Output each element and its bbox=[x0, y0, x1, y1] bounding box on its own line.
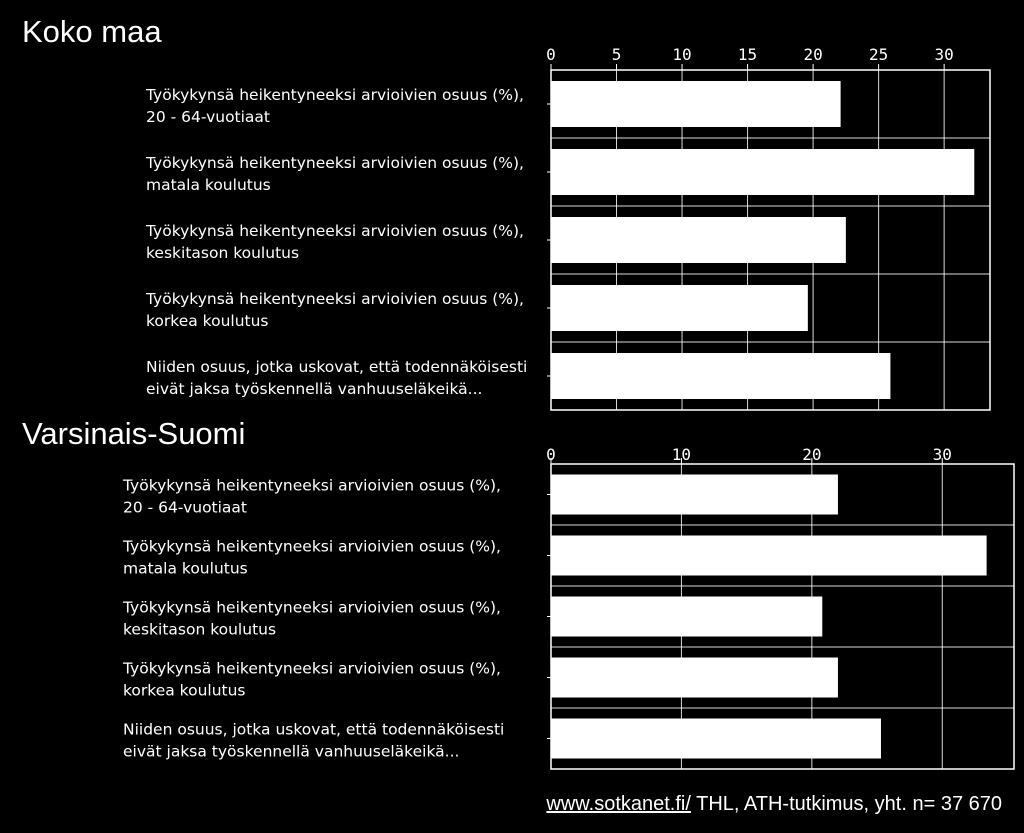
charts-canvas: 0 5 10 15 20 25 30 Työkykynsä heikentyneeksi ar… bbox=[122, 45, 1015, 770]
bar bbox=[551, 718, 881, 759]
category-label-line: keskitason koulutus bbox=[123, 621, 276, 639]
category-label: Työkykynsä heikentyneeksi arvioivien osu… bbox=[122, 660, 501, 700]
bar bbox=[551, 474, 838, 515]
bar bbox=[551, 285, 808, 331]
category-label-line: Niiden osuus, jotka uskovat, että todenn… bbox=[146, 358, 527, 376]
x-tick-label: 20 bbox=[802, 445, 821, 464]
bar bbox=[551, 353, 891, 399]
category-label-line: Työkykynsä heikentyneeksi arvioivien osu… bbox=[122, 660, 501, 678]
category-label: Niiden osuus, jotka uskovat, että todenn… bbox=[146, 358, 527, 398]
category-label-line: korkea koulutus bbox=[146, 312, 269, 330]
category-label-line: korkea koulutus bbox=[123, 682, 246, 700]
bar bbox=[551, 596, 823, 637]
category-label-line: Niiden osuus, jotka uskovat, että todenn… bbox=[123, 721, 504, 739]
category-label: Työkykynsä heikentyneeksi arvioivien osu… bbox=[122, 599, 501, 639]
category-label: Työkykynsä heikentyneeksi arvioivien osu… bbox=[122, 538, 501, 578]
category-label-line: Työkykynsä heikentyneeksi arvioivien osu… bbox=[145, 154, 524, 172]
category-label-line: Työkykynsä heikentyneeksi arvioivien osu… bbox=[122, 538, 501, 556]
category-label-line: Työkykynsä heikentyneeksi arvioivien osu… bbox=[145, 222, 524, 240]
category-label-line: Työkykynsä heikentyneeksi arvioivien osu… bbox=[122, 477, 501, 495]
bar bbox=[551, 535, 987, 576]
x-tick-label: 0 bbox=[546, 445, 556, 464]
x-tick-label: 30 bbox=[933, 445, 952, 464]
source-footer: www.sotkanet.fi/ THL, ATH-tutkimus, yht.… bbox=[546, 793, 1002, 816]
x-tick-label: 0 bbox=[546, 45, 556, 64]
category-label: Niiden osuus, jotka uskovat, että todenn… bbox=[123, 721, 504, 761]
chart-title-varsinais-suomi: Varsinais-Suomi bbox=[22, 416, 246, 451]
category-label-line: Työkykynsä heikentyneeksi arvioivien osu… bbox=[122, 599, 501, 617]
bar bbox=[551, 217, 846, 263]
sotkanet-link[interactable]: www.sotkanet.fi/ bbox=[546, 793, 691, 815]
category-label-line: Työkykynsä heikentyneeksi arvioivien osu… bbox=[145, 290, 524, 308]
x-tick-label: 25 bbox=[869, 45, 888, 64]
x-tick-label: 20 bbox=[803, 45, 822, 64]
x-tick-label: 10 bbox=[672, 45, 691, 64]
x-tick-label: 30 bbox=[935, 45, 954, 64]
category-label: Työkykynsä heikentyneeksi arvioivien osu… bbox=[145, 86, 524, 126]
x-tick-label: 5 bbox=[612, 45, 622, 64]
chart-title-koko-maa: Koko maa bbox=[22, 14, 162, 49]
category-label-line: 20 - 64-vuotiaat bbox=[123, 499, 247, 517]
category-label: Työkykynsä heikentyneeksi arvioivien osu… bbox=[145, 154, 524, 194]
bar bbox=[551, 81, 841, 127]
category-label: Työkykynsä heikentyneeksi arvioivien osu… bbox=[145, 290, 524, 330]
x-tick-label: 10 bbox=[672, 445, 691, 464]
x-tick-label: 15 bbox=[738, 45, 757, 64]
category-label-line: eivät jaksa työskennellä vanhuuseläkeikä… bbox=[146, 380, 482, 398]
category-label-line: eivät jaksa työskennellä vanhuuseläkeikä… bbox=[123, 743, 459, 761]
category-label: Työkykynsä heikentyneeksi arvioivien osu… bbox=[145, 222, 524, 262]
bar bbox=[551, 657, 838, 698]
category-label: Työkykynsä heikentyneeksi arvioivien osu… bbox=[122, 477, 501, 517]
source-text: THL, ATH-tutkimus, yht. n= 37 670 bbox=[690, 793, 1002, 815]
category-label-line: Työkykynsä heikentyneeksi arvioivien osu… bbox=[145, 86, 524, 104]
category-label-line: 20 - 64-vuotiaat bbox=[146, 108, 270, 126]
category-label-line: keskitason koulutus bbox=[146, 244, 299, 262]
category-label-line: matala koulutus bbox=[123, 560, 248, 578]
category-label-line: matala koulutus bbox=[146, 176, 271, 194]
bar bbox=[551, 149, 975, 195]
